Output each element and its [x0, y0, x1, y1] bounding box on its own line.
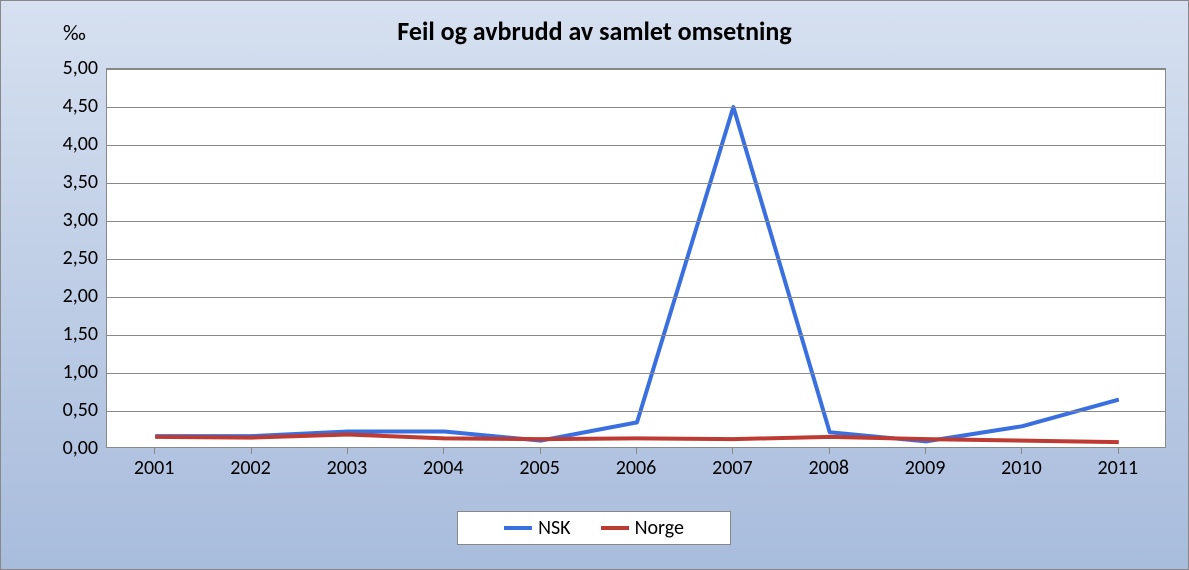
legend-label: NSK: [538, 516, 571, 540]
chart-title: Feil og avbrudd av samlet omsetning: [1, 15, 1188, 47]
x-tick-mark: [347, 448, 348, 454]
x-tick-mark: [154, 448, 155, 454]
gridline: [107, 107, 1165, 108]
x-tick-label: 2009: [890, 456, 960, 480]
series-line: [155, 107, 1119, 441]
gridline: [107, 221, 1165, 222]
x-tick-label: 2007: [697, 456, 767, 480]
y-tick-label: 3,00: [48, 208, 98, 232]
legend-swatch: [601, 526, 629, 530]
y-tick-label: 0,00: [48, 436, 98, 460]
x-tick-mark: [829, 448, 830, 454]
x-tick-mark: [540, 448, 541, 454]
y-tick-label: 2,00: [48, 284, 98, 308]
y-axis-unit-label: ‰: [63, 19, 86, 46]
legend-item: NSK: [504, 516, 571, 540]
x-tick-mark: [1021, 448, 1022, 454]
y-tick-label: 4,00: [48, 132, 98, 156]
gridline: [107, 259, 1165, 260]
x-tick-label: 2011: [1083, 456, 1153, 480]
x-tick-mark: [636, 448, 637, 454]
gridline: [107, 145, 1165, 146]
x-tick-label: 2002: [216, 456, 286, 480]
legend-item: Norge: [601, 516, 684, 540]
plot-area: [106, 68, 1166, 448]
y-tick-label: 1,50: [48, 322, 98, 346]
gridline: [107, 183, 1165, 184]
x-tick-label: 2010: [986, 456, 1056, 480]
legend-swatch: [504, 526, 532, 530]
x-tick-label: 2004: [408, 456, 478, 480]
legend: NSK Norge: [457, 511, 731, 545]
y-tick-label: 2,50: [48, 246, 98, 270]
y-tick-label: 1,00: [48, 360, 98, 384]
gridline: [107, 335, 1165, 336]
chart-container: Feil og avbrudd av samlet omsetning ‰ NS…: [0, 0, 1189, 570]
x-tick-label: 2005: [505, 456, 575, 480]
y-tick-label: 4,50: [48, 94, 98, 118]
y-tick-label: 3,50: [48, 170, 98, 194]
x-tick-mark: [732, 448, 733, 454]
y-tick-label: 5,00: [48, 56, 98, 80]
x-tick-label: 2001: [119, 456, 189, 480]
gridline: [107, 69, 1165, 70]
x-tick-label: 2006: [601, 456, 671, 480]
gridline: [107, 297, 1165, 298]
gridline: [107, 373, 1165, 374]
x-tick-mark: [443, 448, 444, 454]
x-tick-label: 2008: [794, 456, 864, 480]
x-tick-mark: [251, 448, 252, 454]
x-tick-label: 2003: [312, 456, 382, 480]
y-tick-label: 0,50: [48, 398, 98, 422]
legend-label: Norge: [635, 516, 684, 540]
x-tick-mark: [1118, 448, 1119, 454]
x-tick-mark: [925, 448, 926, 454]
gridline: [107, 411, 1165, 412]
